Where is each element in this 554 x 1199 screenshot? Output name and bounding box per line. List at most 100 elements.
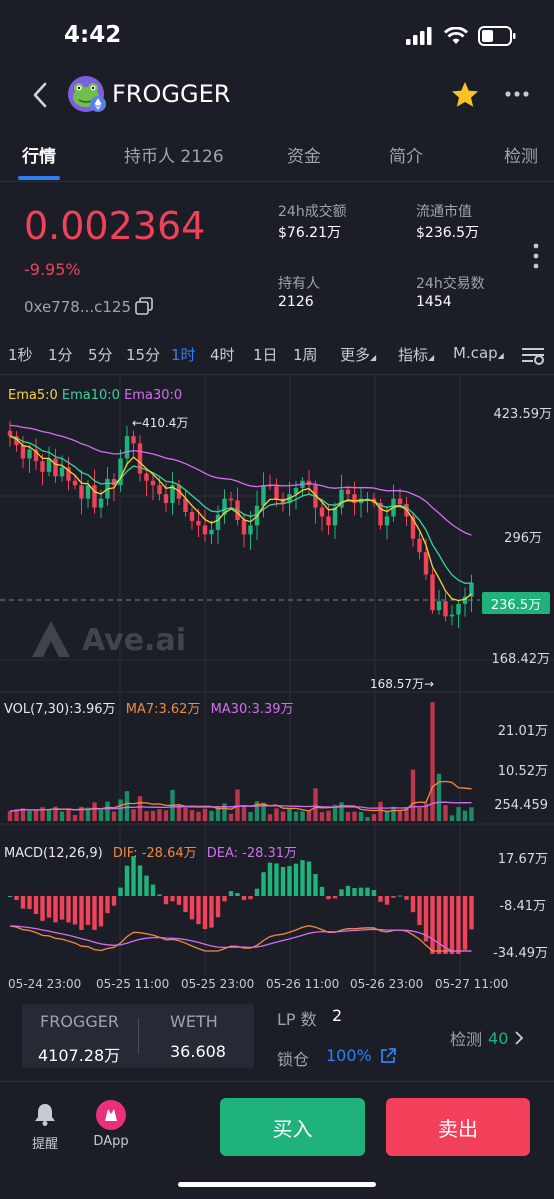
chart-settings-icon[interactable] (521, 344, 545, 366)
vol-y-tick-low: 254.459 (494, 798, 548, 813)
volume-bar (137, 796, 143, 821)
ema5-line (9, 435, 472, 602)
candle-body (261, 485, 266, 506)
macd-histogram-bar (72, 896, 78, 925)
macd-histogram-bar (306, 861, 312, 896)
candle-body (443, 601, 448, 617)
price-change: -9.95% (24, 260, 81, 279)
interval-1s[interactable]: 1秒 (8, 346, 33, 364)
tab-bar: 行情 持币人 2126 资金 简介 检测 (0, 142, 554, 182)
more-menu-icon[interactable] (504, 88, 530, 100)
candle-body (241, 520, 247, 535)
volume-bar (150, 810, 156, 821)
alert-label: 提醒 (31, 1137, 58, 1152)
tab-intro[interactable]: 简介 (389, 147, 423, 167)
macd-histogram-bar (352, 888, 357, 896)
volume-bar (417, 807, 422, 821)
candle-body (170, 485, 175, 504)
volume-bar (79, 806, 84, 821)
time-tick: 05-25 11:00 (96, 977, 170, 991)
macd-histogram-bar (300, 860, 305, 896)
market-cap-value: $236.5万 (416, 225, 479, 241)
candle-body (124, 436, 130, 459)
interval-1m[interactable]: 1分 (48, 346, 73, 364)
alert-button[interactable]: 提醒 (28, 1101, 62, 1152)
copy-icon[interactable] (135, 297, 153, 315)
buy-button[interactable]: 买入 (220, 1098, 365, 1156)
candle-body (209, 529, 214, 535)
macd-histogram-bar (202, 896, 208, 930)
more-intervals-button[interactable]: 更多◢ (340, 344, 376, 365)
macd-histogram-bar (391, 896, 396, 898)
lock-value[interactable]: 100% (326, 1046, 372, 1065)
favorite-star-icon[interactable] (450, 80, 480, 110)
candle-body (157, 485, 162, 495)
external-link-icon[interactable] (379, 1047, 397, 1065)
candle-body (410, 516, 416, 539)
candle-body (319, 507, 325, 517)
token-b-amount: 36.608 (170, 1042, 226, 1061)
volume-bar (215, 806, 221, 821)
check-score-link[interactable]: 检测 40 (450, 1026, 524, 1050)
ema-legend: Ema5:0 Ema10:0 Ema30:0 (8, 388, 182, 403)
wifi-icon (444, 27, 468, 44)
dapp-button[interactable]: DApp (88, 1100, 134, 1149)
candle-body (352, 494, 357, 504)
macd-histogram-bar (20, 896, 26, 909)
volume-bar (163, 810, 169, 821)
watermark-text: Ave.ai (82, 622, 186, 658)
volume-bar (59, 811, 65, 821)
tab-funds[interactable]: 资金 (287, 147, 321, 167)
interval-15m[interactable]: 15分 (126, 346, 161, 364)
volume-bar (189, 810, 195, 821)
candle-body (449, 614, 455, 617)
volume-bar (85, 807, 91, 821)
macd-histogram-bar (397, 895, 403, 897)
interval-1w[interactable]: 1周 (293, 346, 318, 364)
macd-histogram-bar (196, 896, 201, 925)
volume-bar (144, 811, 149, 821)
candle-body (339, 489, 344, 508)
interval-1h[interactable]: 1时 (171, 346, 196, 364)
volume-bar (365, 817, 370, 821)
chart-canvas[interactable] (0, 376, 554, 996)
volume-bar (345, 812, 351, 821)
candle-body (163, 494, 169, 504)
time-tick: 05-25 23:00 (181, 977, 255, 991)
volume-bar (287, 808, 292, 821)
macd-histogram-bar (235, 893, 240, 896)
candle-body (66, 467, 71, 481)
macd-histogram-bar (339, 889, 344, 896)
market-cap-label: 流通市值 (416, 204, 472, 220)
candle-body (46, 458, 52, 472)
macd-histogram-bar (436, 896, 442, 954)
volume-bar (267, 814, 273, 821)
volume-bar (131, 809, 136, 821)
interval-1d[interactable]: 1日 (253, 346, 278, 364)
macd-histogram-bar (261, 872, 266, 896)
pair-divider (138, 1018, 139, 1054)
tab-market[interactable]: 行情 (22, 147, 56, 167)
tab-holders[interactable]: 持币人 2126 (124, 147, 224, 167)
interval-5m[interactable]: 5分 (88, 346, 113, 364)
indicators-button[interactable]: 指标◢ (398, 344, 434, 365)
macd-dif-legend: DIF: -28.64万 (112, 846, 197, 861)
macd-histogram-bar (469, 896, 474, 930)
candle-body (144, 473, 149, 481)
liquidity-pair-box: FROGGER 4107.28万 WETH 36.608 (22, 1004, 254, 1068)
stats-more-icon[interactable] (532, 242, 540, 270)
macd-histogram-bar (267, 862, 273, 896)
volume-bar (20, 808, 26, 821)
vol-ma7-line (9, 780, 472, 813)
sell-button[interactable]: 卖出 (386, 1098, 530, 1156)
dropdown-caret-icon: ◢ (428, 353, 435, 362)
tab-check[interactable]: 检测 (504, 147, 538, 167)
volume-bar (261, 802, 266, 821)
mcap-toggle-button[interactable]: M.cap◢ (453, 344, 504, 362)
low-annotation: 168.57万→ (370, 677, 435, 691)
chevron-right-icon (515, 1031, 524, 1045)
interval-4h[interactable]: 4时 (210, 346, 235, 364)
macd-histogram-bar (274, 863, 279, 896)
back-icon[interactable] (30, 80, 50, 110)
volume-bar (111, 811, 117, 821)
